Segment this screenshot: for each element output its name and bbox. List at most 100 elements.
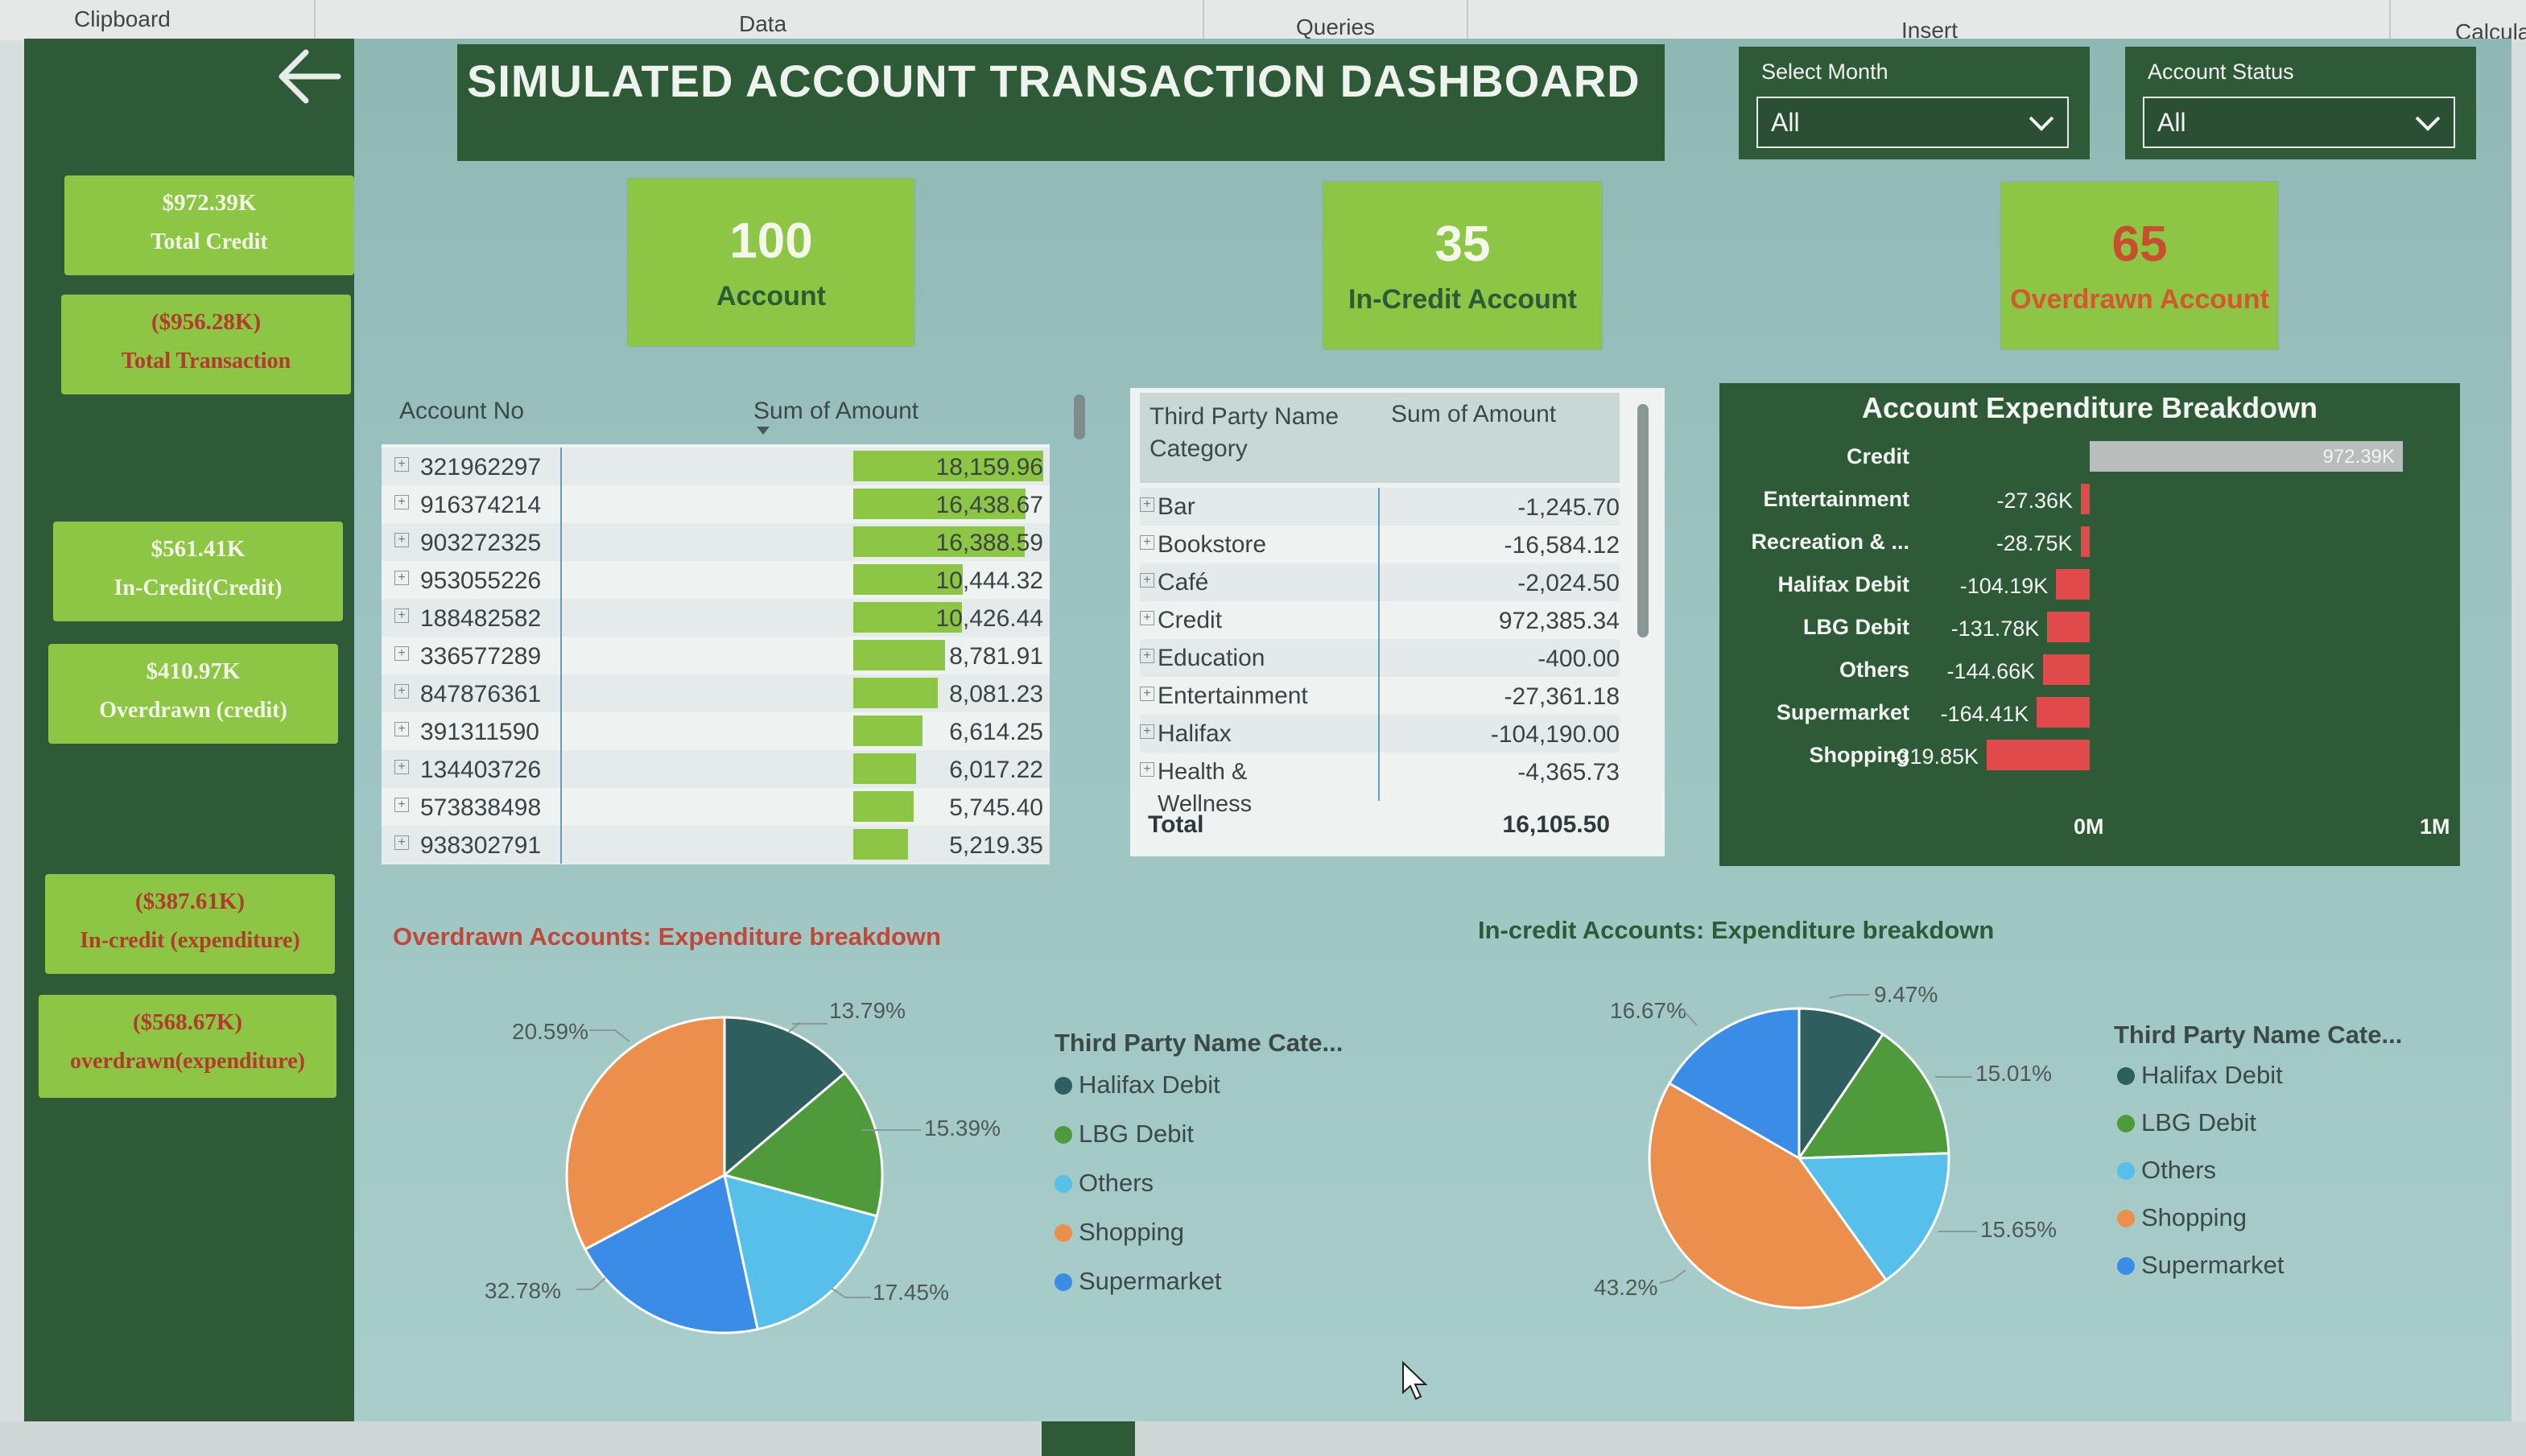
expand-icon[interactable]: + xyxy=(394,533,409,547)
bar-0[interactable] xyxy=(2090,441,2403,472)
table-row[interactable]: + Bookstore -16,584.12 xyxy=(1140,526,1620,563)
legend-label: LBG Debit xyxy=(2141,1108,2257,1136)
legend-label: Shopping xyxy=(2141,1203,2247,1231)
pie-slice-halifax-debit[interactable] xyxy=(1798,1007,1885,1162)
kpi-label: Total Credit xyxy=(151,229,268,254)
table-row[interactable]: + Health & Wellness -4,365.73 xyxy=(1140,753,1620,817)
expand-icon[interactable]: + xyxy=(394,684,409,699)
legend-item[interactable]: LBG Debit xyxy=(1055,1120,1194,1149)
table-row[interactable]: +953055226 10,444.32 xyxy=(382,561,1050,599)
expand-icon[interactable]: + xyxy=(394,608,409,623)
pie-slice-halifax-debit[interactable] xyxy=(723,1016,847,1178)
scrollbar-thumb[interactable] xyxy=(1074,394,1085,439)
table-row[interactable]: + Entertainment -27,361.18 xyxy=(1140,677,1620,715)
legend-label: Halifax Debit xyxy=(1079,1070,1220,1099)
ribbon-separator xyxy=(2389,0,2391,39)
bar-7[interactable] xyxy=(1987,740,2090,770)
column-header-category-amount[interactable]: Sum of Amount xyxy=(1391,401,1557,427)
table-row[interactable]: +573838498 5,745.40 xyxy=(382,788,1050,826)
legend-item[interactable]: LBG Debit xyxy=(2117,1108,2256,1137)
legend-item[interactable]: Halifax Debit xyxy=(1055,1070,1220,1099)
legend-item[interactable]: Supermarket xyxy=(1055,1267,1221,1296)
column-header-sum-of-amount[interactable]: Sum of Amount xyxy=(753,398,919,424)
bar-category-label: LBG Debit xyxy=(1803,615,1909,639)
column-header-account-no[interactable]: Account No xyxy=(399,398,525,424)
table-row[interactable]: +916374214 16,438.67 xyxy=(382,485,1050,523)
account-status-dropdown[interactable]: All xyxy=(2143,97,2455,148)
table-row[interactable]: +321962297 18,159.96 xyxy=(382,448,1050,485)
expand-icon[interactable]: + xyxy=(1140,762,1154,777)
pie-slice-supermarket[interactable] xyxy=(583,1173,759,1334)
bar-3[interactable] xyxy=(2056,569,2090,600)
expand-icon[interactable]: + xyxy=(394,495,409,509)
legend-item[interactable]: Halifax Debit xyxy=(2117,1061,2283,1090)
category-name: Health & Wellness xyxy=(1158,759,1253,817)
table-row[interactable]: +903272325 16,388.59 xyxy=(382,523,1050,561)
expenditure-breakdown-panel: Account Expenditure Breakdown Credit 972.… xyxy=(1719,383,2460,866)
overdrawn-pie-chart xyxy=(565,1016,884,1334)
table-row[interactable]: + Café -2,024.50 xyxy=(1140,563,1620,601)
pie-label: 9.47% xyxy=(1874,982,1938,1007)
legend-item[interactable]: Others xyxy=(2117,1156,2216,1185)
select-month-dropdown[interactable]: All xyxy=(1756,97,2069,148)
back-arrow-icon[interactable] xyxy=(274,44,346,109)
pie-label: 16.67% xyxy=(1610,998,1686,1023)
expand-icon[interactable]: + xyxy=(1140,611,1154,625)
table-row[interactable]: +Halifax Debit-104,190.00 xyxy=(1140,715,1620,779)
ribbon-clipboard[interactable]: Clipboard xyxy=(74,6,171,31)
expand-icon[interactable]: + xyxy=(1140,649,1154,663)
legend-item[interactable]: Shopping xyxy=(1055,1218,1184,1247)
sort-descending-icon[interactable] xyxy=(755,425,771,436)
ribbon-data[interactable]: Data xyxy=(739,11,787,36)
title-banner xyxy=(457,44,1665,161)
legend-item[interactable]: Supermarket xyxy=(2117,1251,2284,1280)
table-row[interactable]: + Bar -1,245.70 xyxy=(1140,488,1620,526)
pie-slice-shopping[interactable] xyxy=(1648,1081,1888,1310)
legend-item[interactable]: Others xyxy=(1055,1169,1154,1198)
column-header-category[interactable]: Third Party Name Category xyxy=(1149,403,1339,462)
amount-value: 10,444.32 xyxy=(935,567,1043,594)
legend-marker xyxy=(1055,1126,1072,1144)
bar-1[interactable] xyxy=(2081,484,2090,514)
expand-icon[interactable]: + xyxy=(394,646,409,661)
expand-icon[interactable]: + xyxy=(394,457,409,472)
table-row[interactable]: +847876361 8,081.23 xyxy=(382,674,1050,712)
bar-2[interactable] xyxy=(2080,526,2090,557)
bar-5[interactable] xyxy=(2043,654,2090,685)
table-row[interactable]: +188482582 10,426.44 xyxy=(382,599,1050,637)
pie-slice-shopping[interactable] xyxy=(565,1016,726,1252)
expand-icon[interactable]: + xyxy=(394,760,409,774)
table-row[interactable]: +391311590 6,614.25 xyxy=(382,712,1050,750)
expand-icon[interactable]: + xyxy=(394,722,409,736)
expand-icon[interactable]: + xyxy=(1140,535,1154,550)
expand-icon[interactable]: + xyxy=(394,571,409,585)
table-row[interactable]: +938302791 5,219.35 xyxy=(382,826,1050,864)
data-bar xyxy=(853,602,963,633)
bar-4[interactable] xyxy=(2047,612,2090,642)
pie-slice-lbg-debit[interactable] xyxy=(1797,1032,1950,1160)
bar-category-label: Entertainment xyxy=(1763,487,1909,511)
ribbon-insert[interactable]: Insert xyxy=(1901,18,1958,43)
scrollbar-thumb[interactable] xyxy=(1637,404,1649,637)
ribbon-queries[interactable]: Queries xyxy=(1296,14,1376,39)
legend-marker xyxy=(1055,1175,1072,1193)
legend-item[interactable]: Shopping xyxy=(2117,1203,2247,1232)
category-table: Third Party Name Category Sum of Amount … xyxy=(1130,388,1665,856)
expand-icon[interactable]: + xyxy=(1140,497,1154,512)
expand-icon[interactable]: + xyxy=(394,835,409,850)
table-row[interactable]: +336577289 8,781.91 xyxy=(382,637,1050,674)
expand-icon[interactable]: + xyxy=(394,798,409,812)
table-row[interactable]: + Credit 972,385.34 xyxy=(1140,601,1620,639)
expand-icon[interactable]: + xyxy=(1140,724,1154,739)
pie-slice-lbg-debit[interactable] xyxy=(721,1070,884,1218)
expand-icon[interactable]: + xyxy=(1140,687,1154,701)
card-number: 65 xyxy=(2111,217,2168,272)
pie-label: 15.39% xyxy=(924,1116,1001,1140)
table-row[interactable]: + Education -400.00 xyxy=(1140,639,1620,677)
pie-slice-others[interactable] xyxy=(1797,1152,1950,1282)
expand-icon[interactable]: + xyxy=(1140,573,1154,588)
active-page-tab[interactable] xyxy=(1042,1421,1135,1456)
table-row[interactable]: +134403726 6,017.22 xyxy=(382,750,1050,788)
bar-6[interactable] xyxy=(2037,697,2090,728)
pie-slice-supermarket[interactable] xyxy=(1667,1007,1801,1161)
